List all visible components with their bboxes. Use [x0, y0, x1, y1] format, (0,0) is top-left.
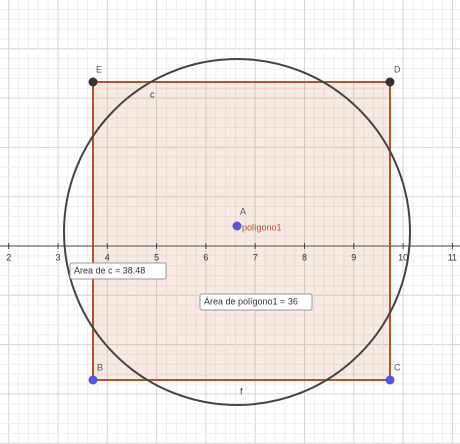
x-tick-label: 2	[6, 252, 11, 262]
label-e: E	[96, 64, 102, 74]
x-tick-label: 10	[398, 252, 408, 262]
label-d: D	[394, 64, 401, 74]
circle-area-label: Área de c = 38.48	[74, 265, 145, 275]
x-tick-label: 3	[55, 252, 60, 262]
circle[interactable]	[63, 58, 411, 406]
polygon-area-box[interactable]	[199, 293, 313, 311]
polygon[interactable]	[92, 81, 391, 381]
circle-area-box[interactable]	[69, 262, 167, 280]
x-tick-label: 7	[253, 252, 258, 262]
polygon-area-label: Área de polígono1 = 36	[204, 296, 298, 306]
point-d[interactable]	[385, 77, 395, 87]
point-b[interactable]	[88, 375, 98, 385]
label-c: C	[394, 362, 401, 372]
point-e[interactable]	[88, 77, 98, 87]
x-tick-label: 8	[302, 252, 307, 262]
x-tick-label: 5	[154, 252, 159, 262]
x-tick-label: 4	[105, 252, 110, 262]
label-b: B	[97, 362, 103, 372]
x-tick-label: 9	[351, 252, 356, 262]
polygon-label: polígono1	[242, 222, 282, 232]
x-tick-label: 11	[448, 252, 457, 262]
label-segment-f: f	[240, 386, 243, 396]
point-a[interactable]	[232, 221, 242, 231]
label-segment-c: c	[150, 89, 155, 99]
point-c[interactable]	[385, 375, 395, 385]
label-a: A	[240, 206, 246, 216]
x-tick-label: 6	[203, 252, 208, 262]
